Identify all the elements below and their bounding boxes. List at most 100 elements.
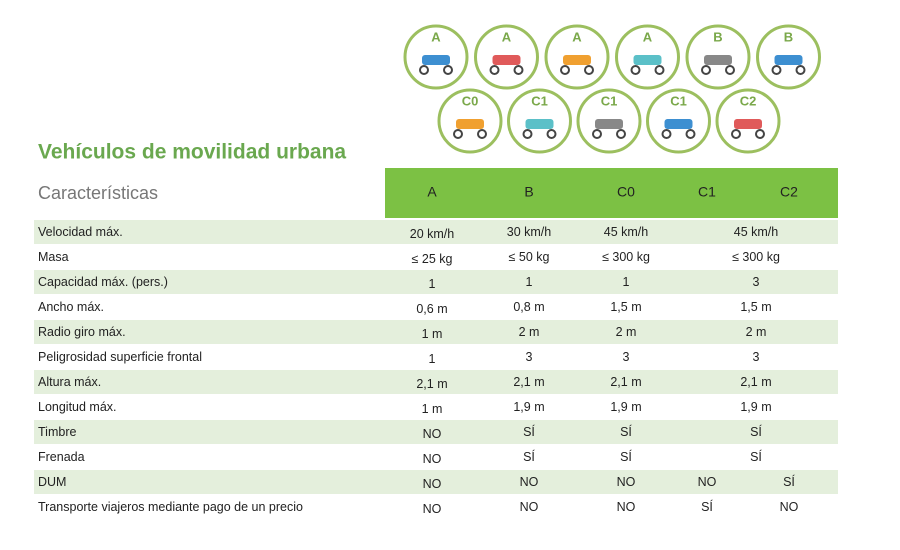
header-label: Características	[38, 183, 158, 203]
cell-value: 2 m	[616, 325, 637, 339]
row-label: Radio giro máx.	[38, 325, 126, 339]
cell-value: 2 m	[746, 325, 767, 339]
cell-value: 45 km/h	[734, 225, 779, 239]
cell-value: 1,9 m	[513, 400, 544, 414]
cell-value: ≤ 25 kg	[412, 252, 453, 266]
icon-wheel	[795, 65, 806, 75]
icon-label: B	[713, 29, 722, 44]
row-band	[34, 220, 838, 244]
cell-value: SÍ	[783, 474, 795, 489]
icon-label: A	[502, 29, 512, 44]
icon-wheel	[584, 65, 594, 75]
row-label: DUM	[38, 475, 66, 489]
icon-body	[664, 119, 693, 129]
icon-label: C1	[601, 93, 618, 108]
row-label: Longitud máx.	[38, 400, 117, 414]
cell-value: SÍ	[620, 424, 632, 439]
icon-wheel	[630, 65, 641, 75]
icon-label: A	[431, 29, 441, 44]
icon-body	[774, 55, 803, 65]
cell-value: 2,1 m	[740, 375, 771, 389]
icon-wheel	[725, 65, 735, 75]
header-cell: C1	[698, 184, 716, 200]
icon-label: C2	[740, 93, 757, 108]
cell-value: NO	[698, 475, 717, 489]
cell-value: 1,5 m	[610, 300, 641, 314]
icon-label: C1	[670, 93, 687, 108]
cell-value: SÍ	[750, 449, 762, 464]
cell-value: NO	[423, 427, 442, 441]
cell-value: NO	[780, 500, 799, 514]
row-label: Timbre	[38, 425, 76, 439]
cell-value: 3	[526, 350, 533, 364]
header-bar	[385, 168, 838, 218]
icon-label: C1	[531, 93, 548, 108]
cell-value: SÍ	[523, 424, 535, 439]
cell-value: NO	[423, 502, 442, 516]
icon-label: A	[643, 29, 653, 44]
icon-body	[525, 119, 554, 129]
icon-wheel	[755, 129, 765, 139]
cell-value: SÍ	[750, 424, 762, 439]
icon-wheel	[419, 65, 429, 75]
row-label: Ancho máx.	[38, 300, 104, 314]
icon-label: B	[784, 29, 793, 44]
icon-wheel	[453, 129, 463, 139]
cell-value: 45 km/h	[604, 225, 649, 239]
icon-body	[595, 119, 623, 129]
row-label: Frenada	[38, 450, 85, 464]
row-band	[34, 470, 838, 494]
cell-value: ≤ 300 kg	[732, 250, 780, 264]
cell-value: 1 m	[422, 327, 443, 341]
icon-body	[492, 55, 521, 65]
icon-wheel	[443, 65, 453, 75]
icon-wheel	[731, 129, 741, 139]
header-cell: B	[524, 184, 533, 200]
cell-value: 3	[753, 275, 760, 289]
cell-value: NO	[520, 500, 539, 514]
icon-body	[734, 119, 762, 129]
row-label: Masa	[38, 250, 69, 264]
cell-value: 1,5 m	[740, 300, 771, 314]
cell-value: 1,9 m	[740, 400, 771, 414]
row-label: Transporte viajeros mediante pago de un …	[38, 500, 303, 514]
cell-value: 2,1 m	[416, 377, 447, 391]
header-cell: C0	[617, 184, 635, 200]
row-label: Capacidad máx. (pers.)	[38, 275, 168, 289]
cell-value: NO	[520, 475, 539, 489]
cell-value: SÍ	[620, 449, 632, 464]
icon-label: A	[572, 29, 582, 44]
cell-value: ≤ 50 kg	[509, 250, 550, 264]
cell-value: 0,6 m	[416, 302, 447, 316]
icon-wheel	[546, 129, 557, 139]
icon-wheel	[560, 65, 570, 75]
cell-value: 1	[429, 277, 436, 291]
cell-value: NO	[617, 500, 636, 514]
cell-value: NO	[617, 475, 636, 489]
cell-value: 30 km/h	[507, 225, 552, 239]
icon-wheel	[489, 65, 500, 75]
icon-wheel	[661, 129, 672, 139]
row-band	[34, 420, 838, 444]
row-label: Velocidad máx.	[38, 225, 123, 239]
icon-wheel	[522, 129, 533, 139]
icon-wheel	[513, 65, 524, 75]
title: Vehículos de movilidad urbana	[38, 141, 346, 164]
cell-value: 3	[753, 350, 760, 364]
cell-value: 2,1 m	[513, 375, 544, 389]
cell-value: 20 km/h	[410, 227, 455, 241]
icon-body	[704, 55, 732, 65]
row-band	[34, 370, 838, 394]
icon-wheel	[616, 129, 626, 139]
cell-value: 2,1 m	[610, 375, 641, 389]
icon-wheel	[685, 129, 696, 139]
cell-value: ≤ 300 kg	[602, 250, 650, 264]
icon-wheel	[477, 129, 487, 139]
row-band	[34, 270, 838, 294]
cell-value: 2 m	[519, 325, 540, 339]
cell-value: 1	[526, 275, 533, 289]
cell-value: SÍ	[523, 449, 535, 464]
icon-wheel	[592, 129, 602, 139]
cell-value: NO	[423, 452, 442, 466]
